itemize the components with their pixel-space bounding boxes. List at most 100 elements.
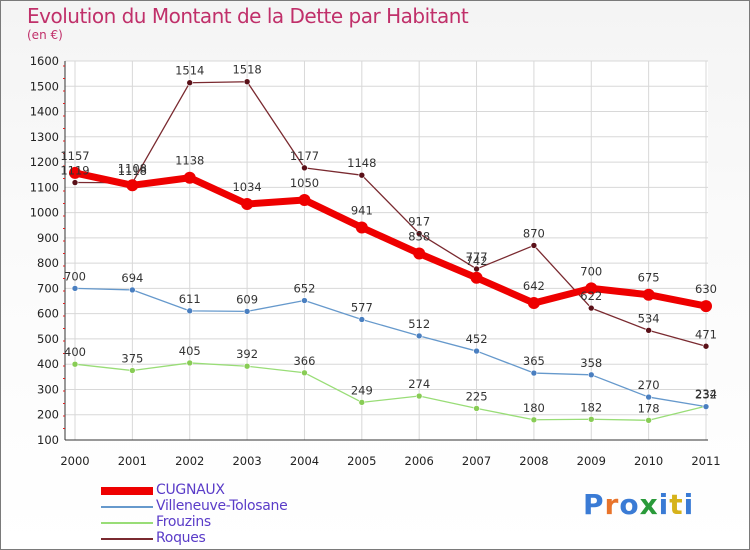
data-label: 178 [638, 401, 660, 415]
data-point [530, 242, 538, 249]
data-label: 375 [121, 352, 143, 366]
x-tick-label: 2001 [118, 454, 147, 468]
x-tick-label: 2007 [462, 454, 491, 468]
data-point [530, 416, 538, 424]
y-tick-label: 1000 [30, 206, 59, 220]
data-point [642, 288, 655, 301]
data-point [186, 359, 194, 367]
y-tick-label: 300 [37, 382, 59, 396]
legend-label: Roques [156, 530, 206, 546]
y-tick-label: 500 [37, 332, 59, 346]
data-point [298, 193, 311, 206]
data-label: 232 [695, 388, 717, 402]
data-label: 609 [236, 292, 258, 306]
logo-letter: i [658, 488, 670, 521]
data-point [129, 286, 136, 294]
x-tick-label: 2002 [175, 454, 204, 468]
logo-letter: r [604, 488, 620, 521]
legend-label: Villeneuve-Tolosane [156, 498, 288, 514]
data-label: 838 [408, 230, 430, 244]
data-point [301, 164, 308, 172]
data-point [415, 392, 423, 400]
y-tick-label: 1300 [30, 130, 59, 144]
data-label: 742 [466, 254, 488, 268]
data-point [413, 247, 426, 260]
data-point [358, 171, 366, 179]
data-label: 700 [64, 269, 86, 283]
data-label: 365 [523, 354, 545, 368]
logo-letter: o [619, 488, 640, 521]
data-point [71, 360, 79, 368]
y-tick-label: 1600 [30, 54, 59, 68]
data-point [183, 171, 196, 184]
logo-letter: x [639, 488, 659, 521]
data-point [126, 179, 139, 192]
data-label: 182 [580, 400, 602, 414]
legend-swatch [101, 522, 153, 524]
logo-letter: i [683, 488, 695, 521]
data-label: 392 [236, 347, 258, 361]
y-tick-label: 200 [37, 408, 59, 422]
data-point [702, 342, 710, 350]
y-tick-label: 1200 [30, 155, 59, 169]
data-point [470, 271, 483, 284]
data-label: 1514 [175, 64, 204, 78]
data-label: 1034 [232, 180, 261, 194]
data-point [243, 362, 251, 370]
data-label: 400 [64, 345, 86, 359]
data-label: 1177 [290, 149, 319, 163]
data-point [129, 367, 136, 374]
data-label: 675 [638, 271, 660, 285]
data-point [473, 347, 480, 355]
data-label: 630 [695, 282, 717, 296]
data-label: 652 [293, 282, 315, 296]
data-point [243, 78, 251, 86]
plot-area [65, 61, 708, 440]
data-point [702, 403, 710, 410]
y-tick-label: 800 [37, 256, 59, 270]
y-tick-label: 900 [37, 231, 59, 245]
data-point [71, 179, 79, 186]
data-point [700, 300, 712, 313]
data-label: 452 [466, 332, 488, 346]
data-label: 941 [351, 204, 373, 218]
series-line-1 [74, 362, 707, 421]
series-line-3 [71, 169, 710, 310]
data-point [473, 405, 480, 412]
logo-letter: t [669, 488, 684, 521]
data-label: 917 [408, 215, 430, 229]
chart-title: Evolution du Montant de la Dette par Hab… [27, 4, 469, 28]
data-point [355, 221, 368, 234]
data-point [645, 327, 652, 334]
data-point [71, 285, 79, 292]
data-label: 1138 [175, 154, 204, 168]
data-label: 577 [351, 300, 373, 314]
data-point [415, 332, 423, 340]
data-label: 1157 [60, 149, 89, 163]
data-label: 777 [466, 250, 488, 264]
data-point [186, 307, 194, 315]
data-point [585, 282, 598, 295]
data-label: 1118 [118, 164, 147, 178]
y-tick-label: 1100 [30, 180, 59, 194]
x-tick-label: 2003 [232, 454, 261, 468]
data-label: 405 [179, 344, 201, 358]
x-tick-label: 2009 [577, 454, 606, 468]
data-point [587, 415, 595, 423]
y-tick-label: 600 [37, 307, 59, 321]
y-tick-label: 700 [37, 281, 59, 295]
x-tick-label: 2011 [691, 454, 720, 468]
data-point [527, 297, 540, 310]
logo-letter: P [583, 488, 605, 521]
data-label: 694 [121, 271, 143, 285]
data-label: 1148 [347, 156, 376, 170]
data-label: 1518 [232, 63, 261, 77]
data-point [241, 198, 254, 211]
data-point [358, 399, 366, 406]
data-label: 642 [523, 279, 545, 293]
legend-swatch [101, 538, 153, 540]
data-label: 180 [523, 401, 545, 415]
data-point [587, 371, 595, 379]
